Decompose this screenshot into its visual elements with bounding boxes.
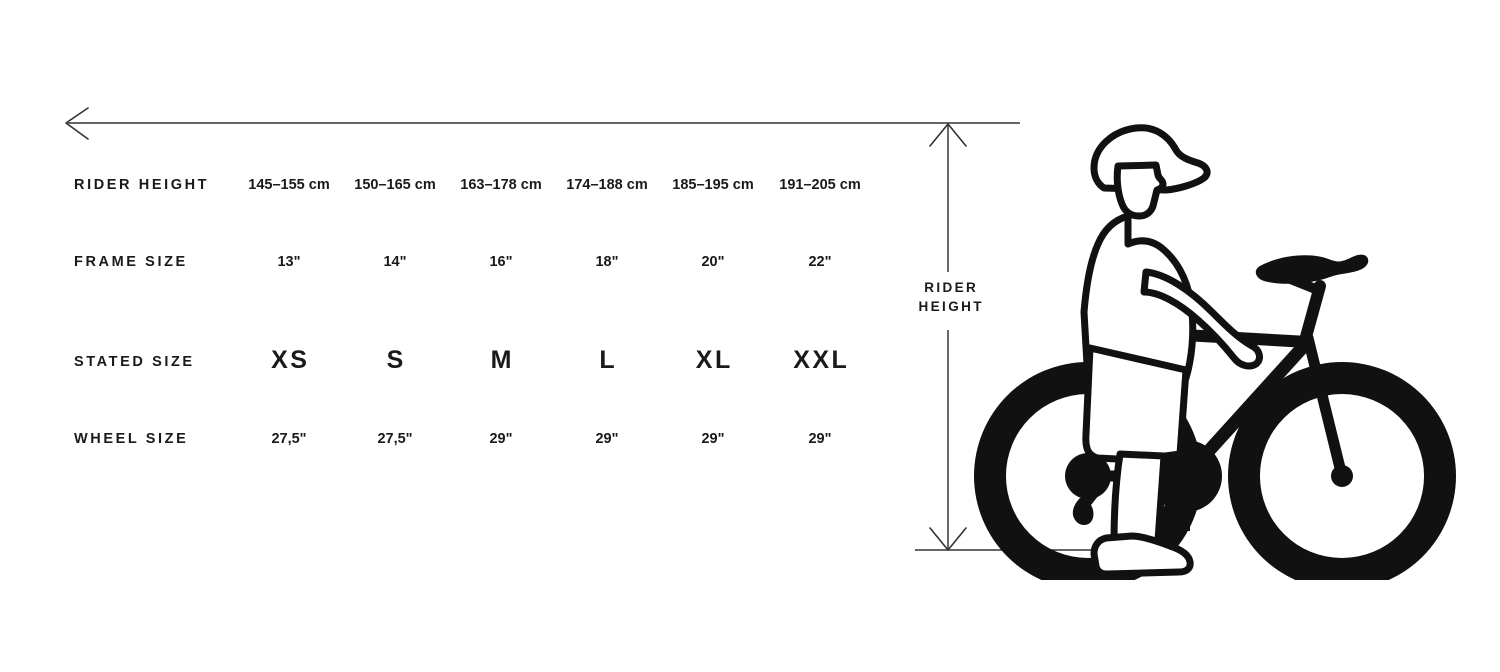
cell-wheel-size-xs: 27,5" (271, 431, 307, 447)
cell-stated-size-l: L (599, 346, 618, 374)
rear-cassette (1065, 453, 1111, 499)
rear-derailleur (1072, 495, 1099, 526)
cell-frame-size-xxl: 22" (808, 254, 832, 270)
cell-stated-size-xxl: XXL (793, 346, 850, 374)
cell-frame-size-s: 14" (383, 254, 407, 270)
cell-frame-size-m: 16" (489, 254, 513, 270)
handlebar (1255, 254, 1369, 284)
cell-stated-size-m: M (490, 346, 514, 374)
row-label-stated-size: STATED SIZE (74, 354, 195, 370)
spec-table: RIDER HEIGHT 145–155 cm 150–165 cm 163–1… (74, 177, 861, 447)
dimension-label-line-1: RIDER (924, 280, 979, 295)
cell-rider-height-xxl: 191–205 cm (779, 177, 861, 193)
cell-rider-height-xl: 185–195 cm (672, 177, 754, 193)
cell-wheel-size-m: 29" (489, 431, 513, 447)
cell-stated-size-xs: XS (271, 346, 310, 374)
front-hub (1331, 465, 1353, 487)
bicycle-svg (974, 124, 1456, 590)
cell-rider-height-l: 174–188 cm (566, 177, 648, 193)
cell-frame-size-xl: 20" (701, 254, 725, 270)
row-label-frame-size: FRAME SIZE (74, 254, 188, 270)
cell-wheel-size-xxl: 29" (808, 431, 832, 447)
cell-stated-size-s: S (386, 346, 406, 374)
torso (1080, 212, 1197, 390)
row-label-rider-height: RIDER HEIGHT (74, 177, 210, 193)
cell-frame-size-xs: 13" (277, 254, 301, 270)
shoe (1090, 532, 1194, 578)
row-label-wheel-size: WHEEL SIZE (74, 431, 189, 447)
cell-rider-height-xs: 145–155 cm (248, 177, 330, 193)
dimension-label-line-2: HEIGHT (918, 299, 984, 314)
rider-height-dimension-label: RIDER HEIGHT (888, 275, 1012, 319)
cell-wheel-size-l: 29" (595, 431, 619, 447)
cell-wheel-size-s: 27,5" (377, 431, 413, 447)
rider-figure (1080, 124, 1263, 578)
head (1113, 161, 1167, 220)
cell-frame-size-l: 18" (595, 254, 619, 270)
cell-wheel-size-xl: 29" (701, 431, 725, 447)
cyclist-with-bicycle-illustration (930, 80, 1470, 590)
shorts (1082, 344, 1190, 464)
cell-stated-size-xl: XL (695, 346, 733, 374)
cell-rider-height-s: 150–165 cm (354, 177, 436, 193)
cell-rider-height-m: 163–178 cm (460, 177, 542, 193)
arm (1140, 268, 1263, 370)
